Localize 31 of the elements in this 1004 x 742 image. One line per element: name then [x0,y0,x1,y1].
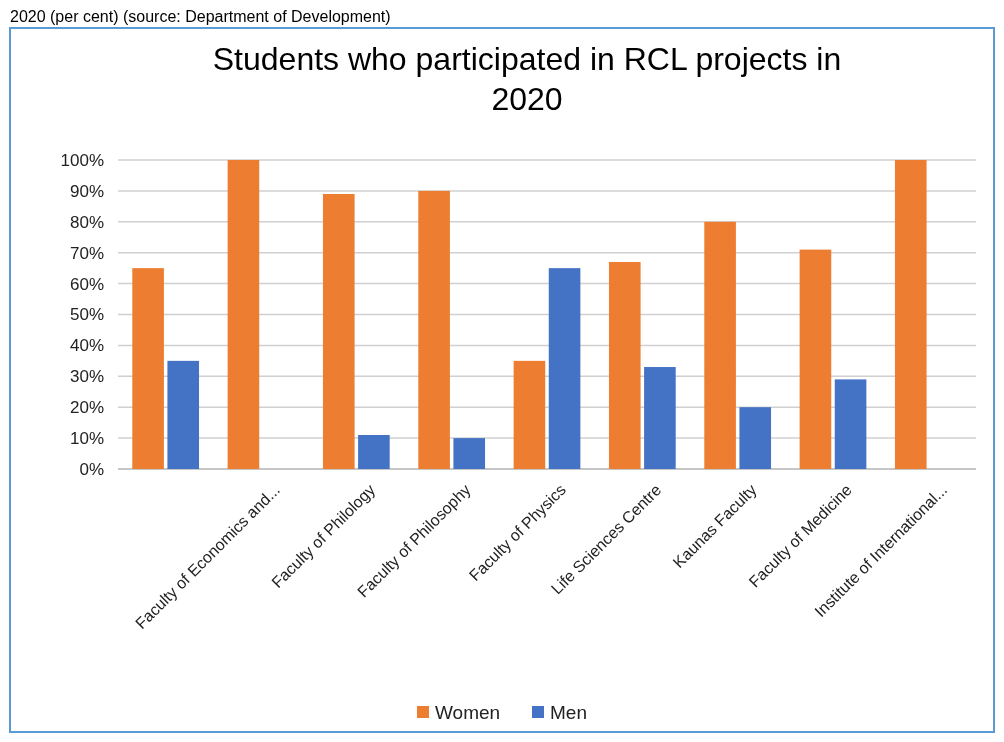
bar [704,221,736,469]
y-tick-label: 30% [69,367,104,387]
y-tick-label: 50% [69,305,104,325]
bar [834,379,867,469]
bar [132,268,164,469]
bar [548,268,581,469]
chart-title: Students who participated in RCL projects in 2020 [212,41,842,117]
y-tick-label: 10% [69,429,104,449]
bar [418,190,450,469]
bar [358,435,390,469]
y-tick-label: 0% [79,459,104,479]
bar [227,160,260,469]
bar [608,261,641,469]
y-tick-label: 40% [69,336,104,356]
bar [739,407,772,469]
text: 2020 (per cent) (source: Department of Development) [10,8,391,25]
bar [453,438,486,469]
y-tick-label: 70% [69,243,104,263]
y-tick-label: 60% [69,274,104,294]
bar [894,160,927,469]
bar [322,193,355,469]
y-tick-label: 20% [69,398,104,418]
y-tick-label: 100% [60,150,104,170]
bar [167,360,200,469]
legend-label: Men [550,701,587,723]
bar [799,249,832,469]
y-tick-label: 80% [69,212,104,232]
bar [644,367,676,469]
bar [513,360,546,469]
y-tick-label: 90% [69,181,104,201]
legend-label: Women [435,701,501,723]
